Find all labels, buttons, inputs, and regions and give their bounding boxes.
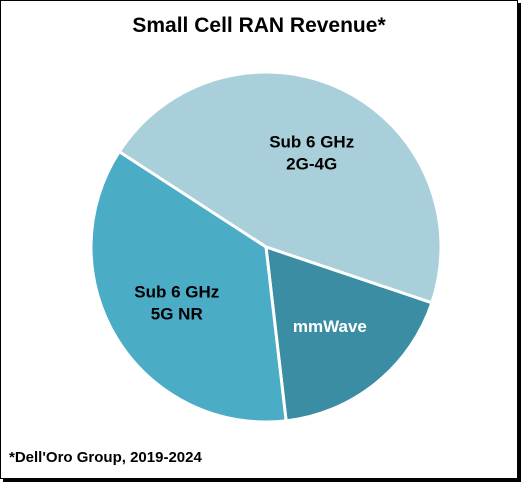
pie-slice-label-0: Sub 6 GHz 2G-4G <box>269 132 354 173</box>
pie-slice-label-2: Sub 6 GHz 5G NR <box>134 282 219 323</box>
pie-slice-0 <box>117 70 443 305</box>
pie-slice-1 <box>264 245 434 423</box>
pie-chart: Sub 6 GHz 2G-4G mmWave Sub 6 GHz 5G NR <box>89 70 443 424</box>
pie-slice-2 <box>89 150 288 424</box>
pie-slice-label-1: mmWave <box>293 317 367 336</box>
chart-title: Small Cell RAN Revenue* <box>132 14 386 37</box>
source-footnote: *Dell'Oro Group, 2019-2024 <box>9 449 202 466</box>
